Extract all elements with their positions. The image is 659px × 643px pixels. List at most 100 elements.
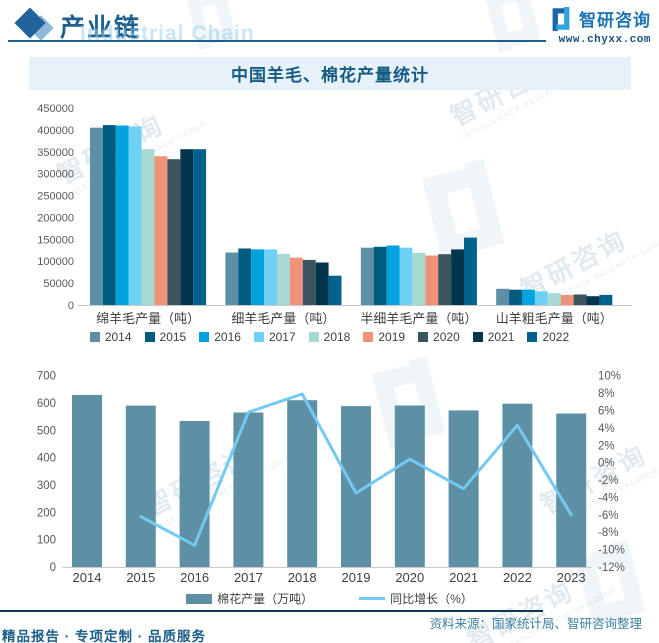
legend-label: 2016 [214, 330, 241, 344]
legend-swatch-icon [89, 332, 100, 342]
footer-rule [0, 610, 543, 612]
right-axis-tick-label: 2% [598, 440, 615, 452]
bar-2017 [534, 291, 548, 305]
header-diamond-icon [14, 7, 56, 43]
x-axis-label: 2018 [288, 570, 317, 585]
bar-2016 [115, 125, 129, 305]
x-axis-label: 2023 [557, 570, 586, 585]
legend-swatch-icon [418, 332, 429, 342]
right-axis-tick-label: 8% [598, 388, 615, 400]
bar-2019 [289, 257, 303, 305]
bar-2014 [496, 288, 510, 305]
cotton-bar-2018 [287, 400, 318, 567]
legend-item-2015: 2015 [144, 330, 187, 344]
left-axis-tick-label: 100 [37, 535, 56, 547]
bar-2022 [328, 275, 342, 305]
wool-chart-canvas: 0 50000 100000 150000 200000 250000 300000 3500… [37, 103, 632, 326]
x-axis-label: 2015 [126, 570, 155, 585]
bar-2015 [373, 246, 387, 305]
x-axis-label: 2016 [180, 570, 209, 585]
bar-2018 [277, 253, 290, 305]
right-axis-tick-label: -4% [598, 492, 618, 504]
legend-label: 2017 [268, 330, 296, 344]
right-axis-tick-label: -2% [598, 475, 618, 487]
legend-item-2020: 2020 [418, 330, 460, 344]
bar-2021 [180, 149, 194, 305]
y-axis-tick-label: 250000 [37, 191, 74, 203]
page-title: 产业链 [60, 14, 142, 42]
bar-2020 [438, 254, 452, 305]
legend-swatch-icon [144, 332, 155, 342]
legend-item-2014: 2014 [89, 330, 132, 344]
y-axis-tick-label: 100000 [37, 256, 74, 268]
right-axis-tick-label: -8% [598, 527, 618, 539]
brand-website[interactable]: www.chyxx.com [558, 34, 651, 46]
bar-2022 [464, 237, 477, 305]
y-axis-tick-label: 0 [68, 300, 74, 312]
brand-watermark-logo-icon [177, 0, 246, 57]
bar-2019 [154, 156, 168, 305]
legend-label: 2020 [433, 330, 460, 344]
bar-2017 [399, 247, 413, 305]
bar-2020 [167, 159, 181, 305]
legend-label: 棉花产量（万吨） [217, 592, 314, 606]
cotton-bar-2023 [556, 413, 587, 567]
bar-2016 [251, 249, 265, 305]
x-axis-label: 2014 [73, 570, 102, 585]
left-axis-tick-label: 600 [37, 398, 56, 410]
bar-2016 [386, 245, 400, 305]
right-axis-tick-label: 10% [598, 371, 621, 383]
right-axis-tick-label: 0% [598, 458, 615, 470]
y-axis-tick-label: 350000 [37, 147, 74, 159]
category-label: 绵羊毛产量（吨） [96, 311, 200, 326]
bar-2018 [412, 252, 426, 305]
cotton-production-chart: 0 100 200 300 400 500 600 700 -12% -10% -8% -6% -4% -… [0, 360, 659, 610]
bar-2020 [302, 259, 316, 305]
bar-2021 [315, 262, 329, 305]
bar-2017 [264, 249, 277, 305]
legend-swatch-icon [527, 332, 538, 342]
left-axis-tick-label: 400 [37, 453, 56, 465]
legend-label: 2022 [542, 330, 570, 344]
left-axis-tick-label: 700 [37, 371, 56, 383]
y-axis-tick-label: 300000 [37, 169, 74, 181]
legend-swatch-icon [253, 332, 264, 342]
legend-bar-icon [186, 593, 213, 604]
bar-2022 [193, 149, 207, 305]
right-axis-tick-label: -10% [598, 545, 625, 557]
legend-swatch-icon [308, 332, 319, 342]
legend-swatch-icon [199, 332, 210, 342]
legend-label: 同比增长（%） [390, 592, 473, 606]
left-axis-tick-label: 500 [37, 425, 56, 437]
bar-2015 [102, 125, 116, 305]
cotton-bar-2020 [394, 405, 425, 567]
category-label: 山羊粗毛产量（吨） [496, 311, 613, 326]
cotton-chart-canvas: 0 100 200 300 400 500 600 700 -12% -10% -8% -6% -4% -… [37, 371, 625, 585]
wool-production-chart: 0 50000 100000 150000 200000 250000 300000 3500… [0, 92, 659, 354]
bar-2020 [573, 294, 587, 305]
bar-2015 [509, 289, 522, 305]
legend-item: 棉花产量（万吨） [186, 590, 313, 607]
legend-label: 2018 [323, 330, 351, 344]
x-axis-label: 2022 [503, 570, 532, 585]
bar-2018 [547, 293, 561, 305]
data-source: 资料来源：国家统计局、智研咨询整理 [429, 617, 642, 631]
brand-name: 智研咨询 [579, 11, 651, 30]
chart-title-bar: 中国羊毛、棉花产量统计 [29, 57, 631, 90]
right-axis-tick-label: 4% [598, 423, 615, 435]
bar-2017 [128, 126, 142, 306]
y-axis-tick-label: 150000 [37, 234, 74, 246]
x-axis-label: 2021 [449, 570, 478, 585]
bar-2019 [425, 255, 439, 305]
legend-label: 2015 [159, 330, 187, 344]
bar-2019 [560, 294, 574, 305]
left-axis-tick-label: 300 [37, 480, 56, 492]
y-axis-tick-label: 50000 [43, 278, 74, 290]
legend-item-2018: 2018 [308, 330, 351, 344]
legend-label: 2019 [378, 330, 406, 344]
bar-2015 [238, 248, 252, 305]
bar-2021 [451, 249, 464, 305]
legend-item: 同比增长（%） [359, 590, 473, 607]
bar-2014 [360, 247, 374, 305]
legend-label: 2014 [104, 330, 132, 344]
